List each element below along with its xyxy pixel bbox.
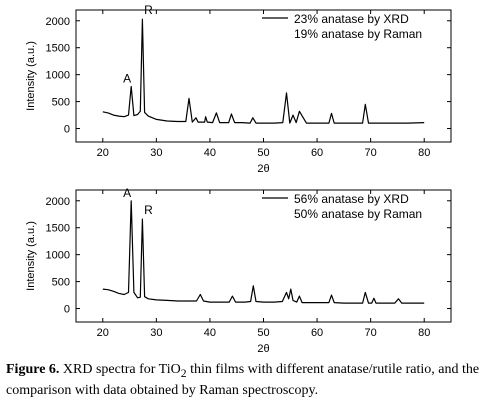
x-axis-label: 2θ bbox=[257, 163, 269, 175]
peak-annotation: A bbox=[123, 186, 131, 200]
x-tick-label: 20 bbox=[97, 327, 109, 339]
y-tick-label: 500 bbox=[52, 97, 70, 109]
caption-text-after: thin films with different anatase/rutile… bbox=[6, 362, 480, 398]
series-line bbox=[102, 18, 425, 124]
y-tick-label: 0 bbox=[64, 124, 70, 136]
series-line bbox=[102, 200, 425, 304]
y-tick-label: 2000 bbox=[46, 196, 70, 208]
y-tick-label: 1500 bbox=[46, 223, 70, 235]
peak-annotation: A bbox=[123, 72, 131, 86]
caption-text-before: XRD spectra for TiO bbox=[59, 362, 181, 377]
figure-caption: Figure 6. XRD spectra for TiO2 thin film… bbox=[6, 361, 501, 399]
x-tick-label: 70 bbox=[365, 327, 377, 339]
x-tick-label: 30 bbox=[150, 327, 162, 339]
x-tick-label: 50 bbox=[257, 147, 269, 159]
x-tick-label: 50 bbox=[257, 327, 269, 339]
x-tick-label: 80 bbox=[418, 327, 430, 339]
y-axis-label: Intensity (a.u.) bbox=[25, 221, 37, 291]
caption-label: Figure 6. bbox=[6, 362, 60, 377]
y-tick-label: 500 bbox=[52, 277, 70, 289]
chart-bottom: 20 30 40 50 60 70 80 0 500 1000 1500 2000 2θ Intensit… bbox=[25, 186, 452, 355]
legend-entry: 50% anatase by Raman bbox=[294, 207, 422, 221]
x-tick-label: 60 bbox=[311, 327, 323, 339]
y-tick-label: 1000 bbox=[46, 70, 70, 82]
x-tick-label: 40 bbox=[204, 327, 216, 339]
x-tick-label: 30 bbox=[150, 147, 162, 159]
y-tick-label: 0 bbox=[64, 304, 70, 316]
peak-annotation: R bbox=[144, 203, 153, 217]
x-axis-label: 2θ bbox=[257, 343, 269, 355]
x-tick-label: 60 bbox=[311, 147, 323, 159]
caption-subscript: 2 bbox=[180, 366, 187, 380]
legend-entry: 56% anatase by XRD bbox=[294, 192, 409, 206]
legend-entry: 23% anatase by XRD bbox=[294, 12, 409, 26]
x-tick-label: 70 bbox=[365, 147, 377, 159]
y-tick-label: 1000 bbox=[46, 250, 70, 262]
y-tick-label: 1500 bbox=[46, 43, 70, 55]
y-tick-label: 2000 bbox=[46, 16, 70, 28]
chart-top: 20 30 40 50 60 70 80 0 500 1000 1500 2000 2θ Intensit… bbox=[25, 3, 452, 175]
legend-entry: 19% anatase by Raman bbox=[294, 27, 422, 41]
peak-annotation: R bbox=[144, 3, 153, 17]
x-tick-label: 40 bbox=[204, 147, 216, 159]
y-axis-label: Intensity (a.u.) bbox=[25, 41, 37, 111]
x-tick-label: 20 bbox=[97, 147, 109, 159]
x-tick-label: 80 bbox=[418, 147, 430, 159]
